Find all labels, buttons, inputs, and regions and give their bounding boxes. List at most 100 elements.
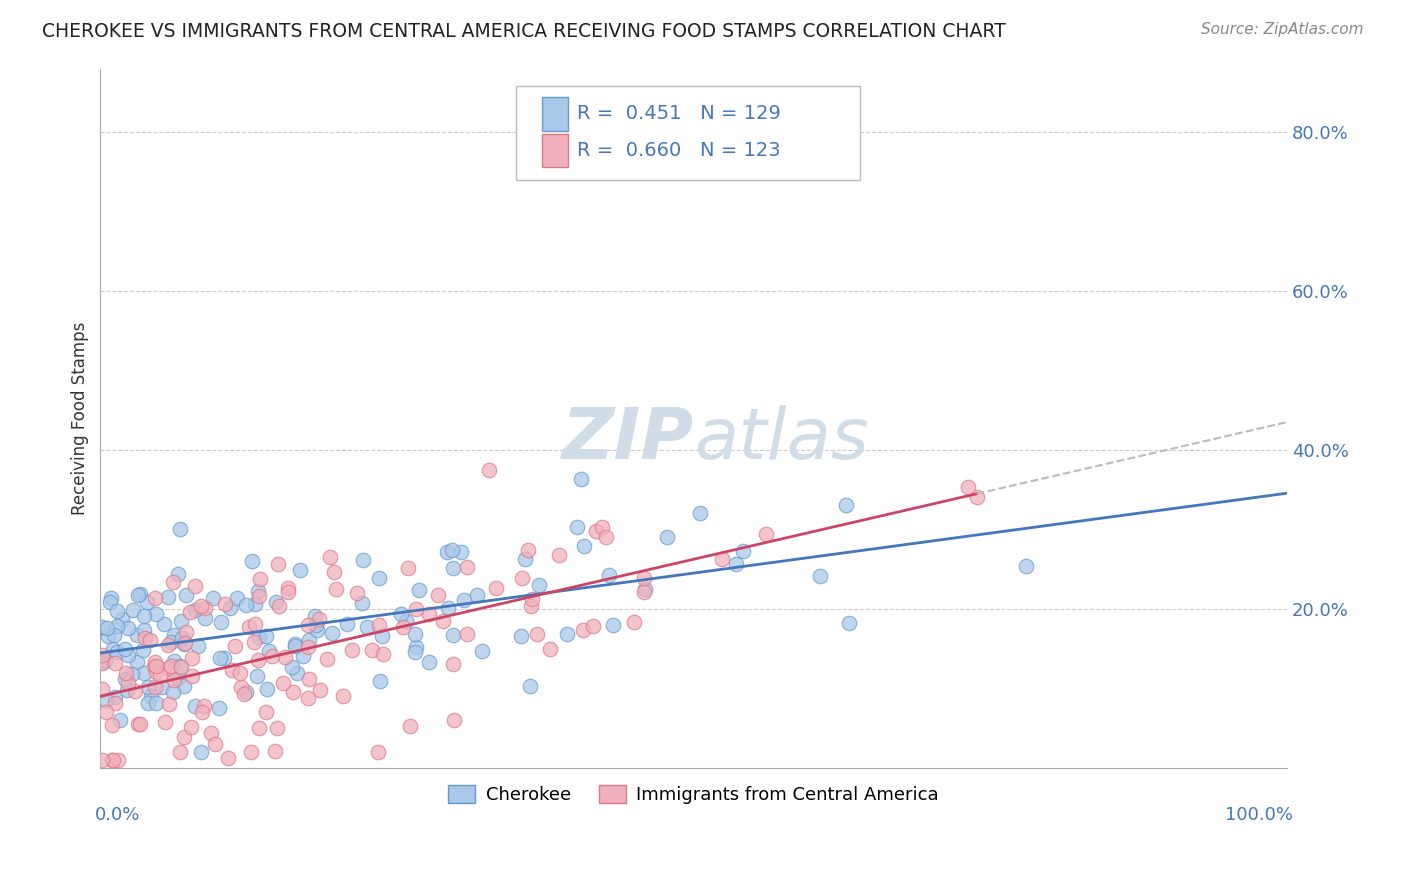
Point bbox=[190, 745, 212, 759]
Point bbox=[298, 633, 321, 648]
Point bbox=[96, 621, 118, 635]
Point bbox=[456, 560, 478, 574]
Point bbox=[243, 616, 266, 631]
Point bbox=[443, 713, 465, 727]
Point bbox=[103, 753, 125, 767]
Point bbox=[160, 658, 183, 673]
Point bbox=[453, 592, 475, 607]
Point bbox=[266, 595, 288, 609]
Text: 100.0%: 100.0% bbox=[1225, 806, 1294, 824]
Point bbox=[633, 585, 655, 599]
Point bbox=[107, 604, 129, 618]
Point bbox=[565, 520, 588, 534]
Point bbox=[288, 563, 311, 577]
Point bbox=[208, 650, 231, 665]
Point bbox=[322, 565, 344, 579]
Point bbox=[585, 524, 607, 538]
Point bbox=[404, 627, 426, 641]
Point bbox=[90, 656, 112, 670]
Point bbox=[437, 601, 460, 615]
Point bbox=[281, 684, 304, 698]
Point bbox=[200, 726, 222, 740]
Point bbox=[633, 571, 655, 585]
Point bbox=[117, 648, 139, 662]
Point bbox=[361, 642, 384, 657]
Point bbox=[284, 639, 307, 653]
Point bbox=[94, 693, 117, 707]
Point bbox=[1015, 558, 1038, 573]
Point bbox=[193, 698, 215, 713]
Point bbox=[90, 655, 112, 669]
Point bbox=[174, 636, 197, 650]
Point bbox=[229, 666, 252, 681]
Point bbox=[247, 590, 270, 604]
Point bbox=[132, 642, 155, 657]
Point bbox=[297, 691, 319, 706]
Point bbox=[259, 644, 281, 658]
Point bbox=[247, 584, 270, 599]
Point bbox=[356, 620, 378, 634]
Point bbox=[94, 654, 117, 668]
Point bbox=[368, 571, 391, 585]
Point bbox=[115, 683, 138, 698]
Point bbox=[181, 650, 204, 665]
Point bbox=[136, 696, 159, 710]
Point bbox=[145, 655, 167, 669]
Point bbox=[101, 642, 124, 657]
Point bbox=[150, 680, 173, 694]
Point bbox=[548, 548, 571, 562]
Point bbox=[308, 612, 330, 626]
Point bbox=[352, 553, 374, 567]
Point bbox=[103, 628, 125, 642]
Point bbox=[271, 676, 294, 690]
Point bbox=[247, 630, 270, 644]
Point bbox=[392, 620, 415, 634]
Point bbox=[143, 680, 166, 694]
Point bbox=[582, 618, 605, 632]
Point bbox=[513, 552, 536, 566]
Point bbox=[143, 659, 166, 673]
Point bbox=[121, 603, 143, 617]
Point bbox=[418, 607, 440, 621]
Point bbox=[145, 607, 167, 622]
Point bbox=[100, 718, 122, 732]
Point bbox=[98, 595, 121, 609]
Point bbox=[132, 623, 155, 637]
Point bbox=[724, 557, 747, 571]
Point bbox=[441, 628, 464, 642]
Point bbox=[219, 600, 242, 615]
Point bbox=[225, 591, 247, 605]
Point bbox=[91, 753, 114, 767]
Point bbox=[838, 616, 860, 631]
Point bbox=[266, 721, 288, 735]
Point bbox=[105, 619, 128, 633]
Point bbox=[184, 699, 207, 714]
Text: R =  0.451   N = 129: R = 0.451 N = 129 bbox=[578, 104, 782, 123]
Point bbox=[134, 631, 156, 645]
Point bbox=[187, 640, 209, 654]
Point bbox=[368, 673, 391, 688]
Point bbox=[389, 607, 412, 621]
Point bbox=[104, 690, 127, 704]
Point bbox=[471, 644, 494, 658]
Point bbox=[229, 680, 252, 694]
Point bbox=[162, 574, 184, 589]
Point bbox=[571, 472, 593, 486]
Point bbox=[217, 750, 239, 764]
Point bbox=[239, 745, 262, 759]
Point bbox=[307, 623, 329, 637]
Point bbox=[408, 583, 430, 598]
Point bbox=[162, 673, 184, 687]
Point bbox=[711, 551, 734, 566]
Point bbox=[517, 543, 540, 558]
Point bbox=[170, 659, 193, 673]
Point bbox=[266, 558, 288, 572]
Point bbox=[510, 629, 533, 643]
Point bbox=[180, 720, 202, 734]
Point bbox=[418, 655, 440, 669]
Point bbox=[107, 753, 129, 767]
Point bbox=[689, 506, 711, 520]
Point bbox=[91, 648, 114, 663]
Point bbox=[190, 599, 212, 613]
Point bbox=[405, 602, 427, 616]
